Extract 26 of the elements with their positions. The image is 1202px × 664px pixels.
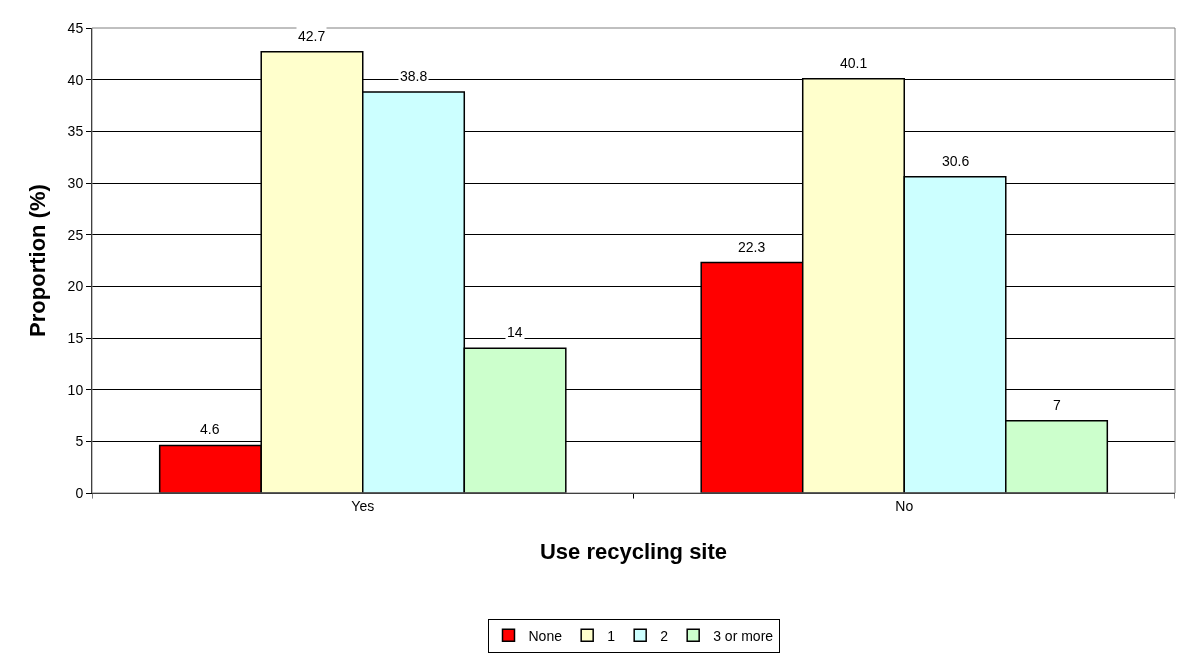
y-tick-label: 25 <box>67 226 84 243</box>
x-axis-title: Use recycling site <box>539 538 728 564</box>
legend-label: 1 <box>607 627 616 644</box>
data-label: 38.8 <box>400 68 428 84</box>
legend-label: 2 <box>660 627 669 644</box>
data-label: 30.6 <box>942 153 970 169</box>
y-tick-label: 35 <box>67 123 84 140</box>
data-label: 22.3 <box>738 239 766 255</box>
y-tick-label: 20 <box>67 278 84 295</box>
y-tick-label: 10 <box>67 381 84 398</box>
y-tick-label: 5 <box>75 433 84 450</box>
data-label: 14 <box>507 324 523 340</box>
y-tick-label: 15 <box>67 329 84 346</box>
data-label: 7 <box>1053 397 1061 413</box>
legend-label: None <box>528 627 563 644</box>
y-tick-label: 45 <box>67 19 84 36</box>
data-label: 4.6 <box>200 421 220 437</box>
legend-label: 3 or more <box>713 627 774 644</box>
y-tick-label: 40 <box>67 71 84 88</box>
y-tick-label: 30 <box>67 174 84 191</box>
y-axis-title: Proportion (%) <box>25 184 51 337</box>
data-label: 42.7 <box>298 28 326 44</box>
x-tick-label: No <box>895 497 914 514</box>
x-tick-label: Yes <box>351 497 375 514</box>
y-tick-label: 0 <box>75 484 84 501</box>
data-label: 40.1 <box>840 55 868 71</box>
